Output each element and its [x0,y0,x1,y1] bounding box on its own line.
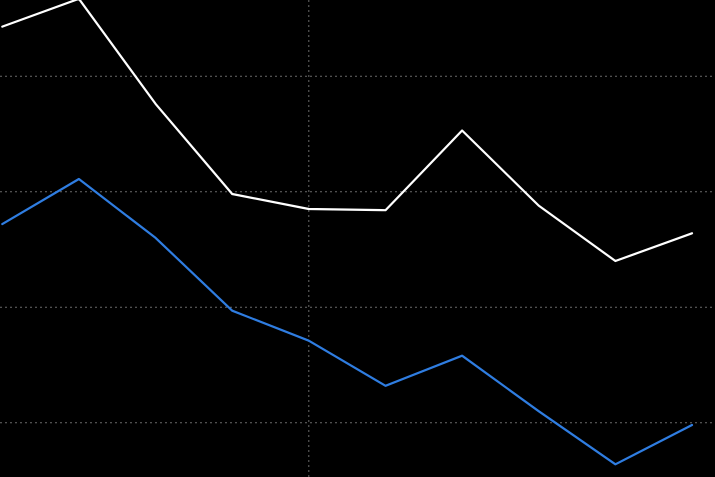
series-lines [1,0,694,466]
series-line-1 [1,177,694,466]
series-line-0 [1,0,694,263]
